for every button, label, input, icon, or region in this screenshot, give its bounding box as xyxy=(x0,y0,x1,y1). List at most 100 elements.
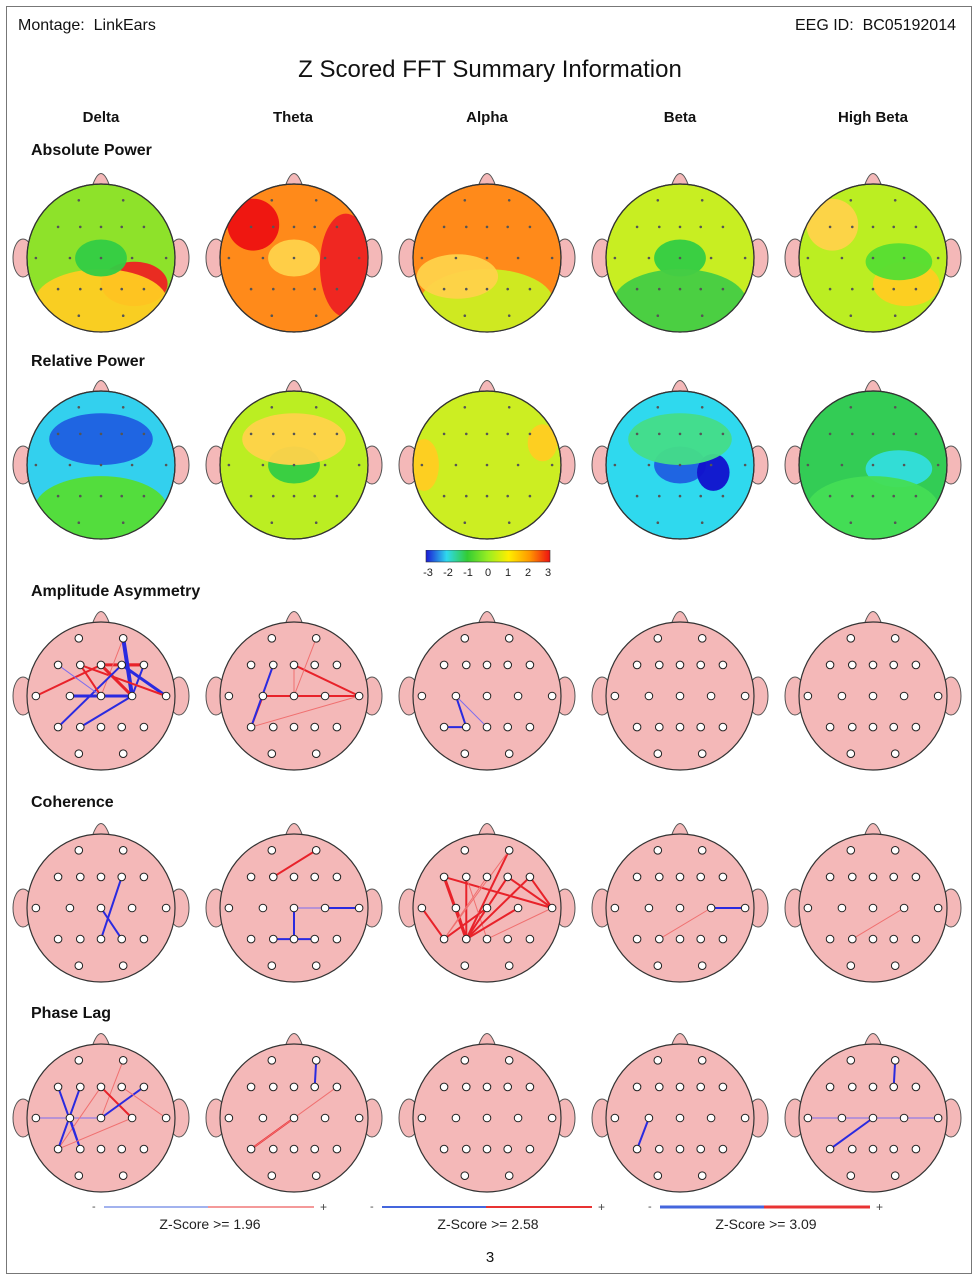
electrode-dot xyxy=(699,494,703,498)
electrode xyxy=(890,633,900,643)
electrode xyxy=(632,1144,642,1154)
electrode xyxy=(289,872,299,882)
electrode xyxy=(118,1055,128,1065)
topomap-region-left xyxy=(413,439,439,491)
electrode xyxy=(504,1171,514,1181)
electrode xyxy=(847,1144,857,1154)
electrode xyxy=(439,872,449,882)
electrode-dot xyxy=(700,314,704,318)
electrode-dot xyxy=(613,256,617,260)
connection-line-blue xyxy=(57,663,123,729)
electrode-dot xyxy=(357,463,361,467)
electrode xyxy=(868,872,878,882)
electrode xyxy=(482,691,492,701)
electrode xyxy=(96,660,106,670)
electrode xyxy=(439,660,449,670)
electrode xyxy=(96,722,106,732)
electrode xyxy=(74,633,84,643)
electrode xyxy=(653,1055,663,1065)
row-label-phase-lag: Phase Lag xyxy=(31,1005,112,1022)
electrode xyxy=(461,872,471,882)
topomap-region-frontal xyxy=(242,413,346,465)
electrode-dot xyxy=(99,463,103,467)
electrode xyxy=(847,722,857,732)
electrode-dot xyxy=(78,287,82,291)
electrode-dot xyxy=(335,225,339,229)
colorbar-gradient xyxy=(425,550,551,563)
electrode-dot xyxy=(77,405,81,409)
electrode xyxy=(525,660,535,670)
montage-label: Montage: xyxy=(18,17,85,34)
electrode-dot xyxy=(121,314,125,318)
electrode xyxy=(451,691,461,701)
connection-line-red xyxy=(443,907,488,941)
electrode xyxy=(503,1144,513,1154)
electrode xyxy=(117,1082,127,1092)
electrode-dot xyxy=(56,225,60,229)
electrode xyxy=(503,872,513,882)
electrode xyxy=(332,722,342,732)
connection-line-red xyxy=(658,907,712,940)
electrode-dot xyxy=(849,198,853,202)
electrode xyxy=(890,845,900,855)
connection-line-blue xyxy=(100,875,123,941)
row-label-amplitude-asymmetry: Amplitude Asymmetry xyxy=(31,583,201,600)
electrode xyxy=(868,903,878,913)
electrode xyxy=(740,691,750,701)
electrode xyxy=(504,845,514,855)
electrode xyxy=(75,660,85,670)
electrode-dot xyxy=(249,287,253,291)
connection-line-red xyxy=(443,849,510,940)
connection-line-blue xyxy=(131,663,145,697)
electrode xyxy=(706,903,716,913)
electrode xyxy=(632,934,642,944)
electrode-dot xyxy=(314,405,318,409)
electrode xyxy=(847,872,857,882)
electrode xyxy=(654,660,664,670)
electrode-dot xyxy=(828,225,832,229)
electrode xyxy=(96,903,106,913)
electrode-dot xyxy=(442,225,446,229)
electrode-dot xyxy=(121,521,125,525)
electrode-dot xyxy=(700,405,704,409)
electrode xyxy=(890,749,900,759)
electrode xyxy=(332,660,342,670)
electrode xyxy=(161,1113,171,1123)
electrode xyxy=(75,1082,85,1092)
electrode xyxy=(118,961,128,971)
electrode xyxy=(933,903,943,913)
colorbar-tick-label: -3 xyxy=(423,567,433,579)
legend-minus: - xyxy=(92,1201,96,1213)
topomap-blobs xyxy=(227,198,368,318)
electrode xyxy=(740,903,750,913)
electrode xyxy=(675,691,685,701)
topomap-region-center-right xyxy=(865,243,933,281)
electrode xyxy=(161,691,171,701)
electrode xyxy=(610,903,620,913)
electrode xyxy=(513,691,523,701)
electrode xyxy=(675,872,685,882)
row-label-relative-power: Relative Power xyxy=(31,353,145,370)
electrode xyxy=(718,934,728,944)
electrode xyxy=(644,903,654,913)
electrode-dot xyxy=(849,314,853,318)
connection-line-blue xyxy=(454,695,468,729)
electrode xyxy=(53,660,63,670)
electrode-dot xyxy=(840,463,844,467)
electrode xyxy=(246,722,256,732)
electrode xyxy=(889,722,899,732)
electrode xyxy=(118,845,128,855)
electrode-dot xyxy=(721,225,725,229)
head-amplitude-asymmetry-high-beta xyxy=(784,611,962,771)
electrode xyxy=(482,934,492,944)
electrode xyxy=(310,872,320,882)
electrode-dot xyxy=(271,225,275,229)
electrode xyxy=(268,872,278,882)
connection-line-red xyxy=(465,907,520,941)
electrode xyxy=(96,1082,106,1092)
electrode-dot xyxy=(292,287,296,291)
electrode xyxy=(504,749,514,759)
connection-line-red xyxy=(79,663,168,697)
electrode-dot xyxy=(120,432,124,436)
electrode-dot xyxy=(464,225,468,229)
